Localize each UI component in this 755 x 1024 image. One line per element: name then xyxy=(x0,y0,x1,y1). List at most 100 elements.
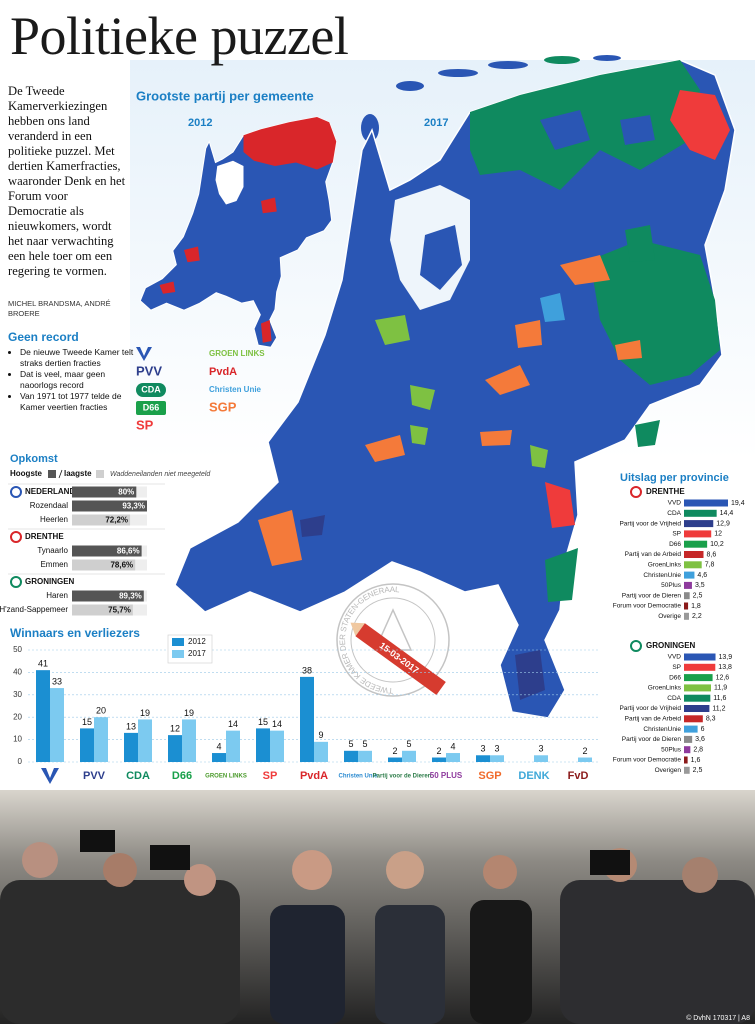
category-label: Emmen xyxy=(40,560,68,569)
value-label: 19,4 xyxy=(731,500,745,507)
person xyxy=(103,853,137,887)
bar xyxy=(446,753,460,762)
chart-title: Opkomst xyxy=(10,453,58,465)
y-tick-label: 20 xyxy=(13,712,22,721)
bar xyxy=(684,653,716,661)
bar xyxy=(168,735,182,762)
category-label: ChristenUnie xyxy=(643,726,681,733)
bar xyxy=(256,728,270,762)
bar xyxy=(270,730,284,762)
bar xyxy=(684,735,693,743)
category-label: 50Plus xyxy=(661,746,682,753)
category-label: Haren xyxy=(46,591,68,600)
bar xyxy=(72,545,142,557)
bar xyxy=(684,571,695,579)
category-label: 50Plus xyxy=(661,582,682,589)
bar xyxy=(684,509,717,517)
value-label: 6 xyxy=(701,726,705,733)
category-label: Tynaarlo xyxy=(37,546,68,555)
bar xyxy=(684,530,712,538)
x-tick-label: DENK xyxy=(518,770,549,782)
flag xyxy=(10,486,22,498)
bar xyxy=(684,551,704,558)
category-label: VVD xyxy=(668,500,682,507)
category-label: Heerlen xyxy=(40,515,68,524)
category-label: GRONINGEN xyxy=(25,577,75,586)
x-tick-label: Partij voor de Dieren xyxy=(373,774,432,780)
bar xyxy=(402,750,416,762)
y-tick-label: 0 xyxy=(18,757,23,766)
photo-credit: © DvhN 170317 | A8 xyxy=(686,1014,750,1022)
map-region xyxy=(258,255,642,566)
intro-text: De Tweede Kamerverkiezingen hebben ons l… xyxy=(8,84,126,278)
bar xyxy=(684,499,728,507)
value-label: 5 xyxy=(406,739,411,749)
category-label: Forum voor Democratie xyxy=(613,603,682,610)
value-label: 41 xyxy=(38,659,48,669)
bar xyxy=(684,540,708,548)
category-label: ChristenUnie xyxy=(643,572,681,579)
value-label: 2 xyxy=(436,746,441,756)
island xyxy=(438,69,478,77)
bar xyxy=(72,500,147,512)
value-label: 13,9 xyxy=(719,654,733,661)
value-label: 3,5 xyxy=(695,582,705,589)
bar xyxy=(94,717,108,762)
flag xyxy=(10,531,22,543)
legend-label: laagste xyxy=(64,469,92,478)
value-label: 12 xyxy=(714,531,722,538)
x-tick-label: SP xyxy=(263,770,278,782)
legend-label: Hoogste xyxy=(10,469,43,478)
bar xyxy=(684,756,688,764)
map-2012 xyxy=(139,116,337,348)
flag xyxy=(630,640,642,652)
bar xyxy=(684,520,714,528)
seal-ring xyxy=(350,597,436,683)
bar xyxy=(684,561,702,569)
value-label: 11,9 xyxy=(714,685,727,692)
value-label: 15 xyxy=(258,717,268,727)
chart-note: Waddeneilanden niet meegeteld xyxy=(110,471,211,478)
map-region xyxy=(540,110,655,150)
bar xyxy=(80,728,94,762)
bar xyxy=(684,766,690,774)
seal-ring xyxy=(336,583,450,697)
value-label: 33 xyxy=(52,676,62,686)
map-title: Grootste partij per gemeente xyxy=(136,88,314,103)
bar xyxy=(72,590,144,602)
flag xyxy=(10,576,22,588)
value-label: 7,8 xyxy=(705,562,715,569)
bar xyxy=(684,705,710,712)
bar xyxy=(72,559,136,571)
page-title: Politieke puzzel xyxy=(10,6,349,66)
legend-label: GROEN LINKS xyxy=(209,349,265,358)
camera xyxy=(80,830,115,852)
bar xyxy=(226,730,240,762)
y-tick-label: 10 xyxy=(13,735,22,744)
person xyxy=(470,900,532,1024)
bar xyxy=(684,612,689,620)
person xyxy=(483,855,517,889)
bar xyxy=(684,694,711,702)
category-label: CDA xyxy=(667,695,681,702)
bar xyxy=(684,663,716,671)
value-label: 3 xyxy=(538,744,543,754)
bar xyxy=(432,757,446,762)
value-label: 2,5 xyxy=(693,767,703,774)
value-label: 86,6% xyxy=(117,547,140,556)
person xyxy=(184,864,216,896)
value-label: 93,3% xyxy=(122,502,145,511)
bar xyxy=(684,592,690,600)
map-region xyxy=(300,515,545,700)
legend-label: Christen Unie xyxy=(209,385,262,394)
legend-swatch xyxy=(172,650,184,658)
value-label: 4 xyxy=(216,741,221,751)
value-label: 13,8 xyxy=(718,664,732,671)
category-label: Overige xyxy=(658,613,681,620)
bar xyxy=(684,715,703,723)
person xyxy=(270,905,345,1024)
y-tick-label: 40 xyxy=(13,668,22,677)
value-label: 4 xyxy=(450,741,455,751)
crowd xyxy=(0,880,240,1024)
